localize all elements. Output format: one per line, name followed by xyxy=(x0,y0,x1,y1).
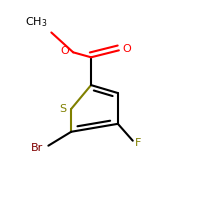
Text: F: F xyxy=(135,138,141,148)
Text: CH$_3$: CH$_3$ xyxy=(25,15,47,29)
Text: S: S xyxy=(59,104,66,114)
Text: O: O xyxy=(123,44,132,54)
Text: Br: Br xyxy=(31,143,43,153)
Text: O: O xyxy=(60,46,69,56)
